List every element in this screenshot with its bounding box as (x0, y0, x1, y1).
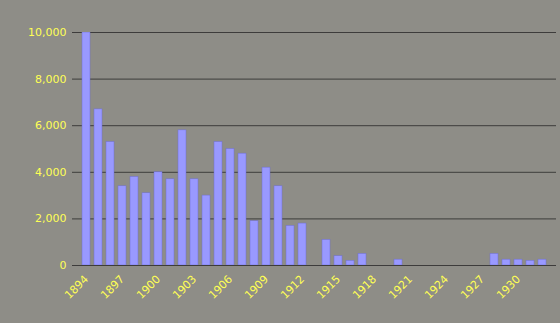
svg-text:1903: 1903 (170, 273, 199, 302)
svg-text:2,000: 2,000 (35, 212, 67, 225)
svg-text:1927: 1927 (458, 273, 487, 302)
svg-text:1921: 1921 (386, 273, 415, 302)
svg-text:1906: 1906 (206, 273, 235, 302)
svg-text:10,000: 10,000 (28, 26, 67, 39)
svg-text:6,000: 6,000 (35, 119, 67, 132)
svg-text:1915: 1915 (314, 273, 343, 302)
svg-text:1918: 1918 (350, 273, 379, 302)
svg-text:1930: 1930 (494, 273, 523, 302)
svg-text:1924: 1924 (422, 273, 451, 302)
svg-text:1909: 1909 (242, 273, 271, 302)
svg-text:0: 0 (60, 259, 67, 272)
svg-text:1900: 1900 (134, 273, 163, 302)
svg-text:4,000: 4,000 (35, 166, 67, 179)
svg-text:1894: 1894 (62, 273, 91, 302)
svg-text:1912: 1912 (278, 273, 307, 302)
svg-text:1897: 1897 (98, 273, 127, 302)
svg-text:8,000: 8,000 (35, 73, 67, 86)
